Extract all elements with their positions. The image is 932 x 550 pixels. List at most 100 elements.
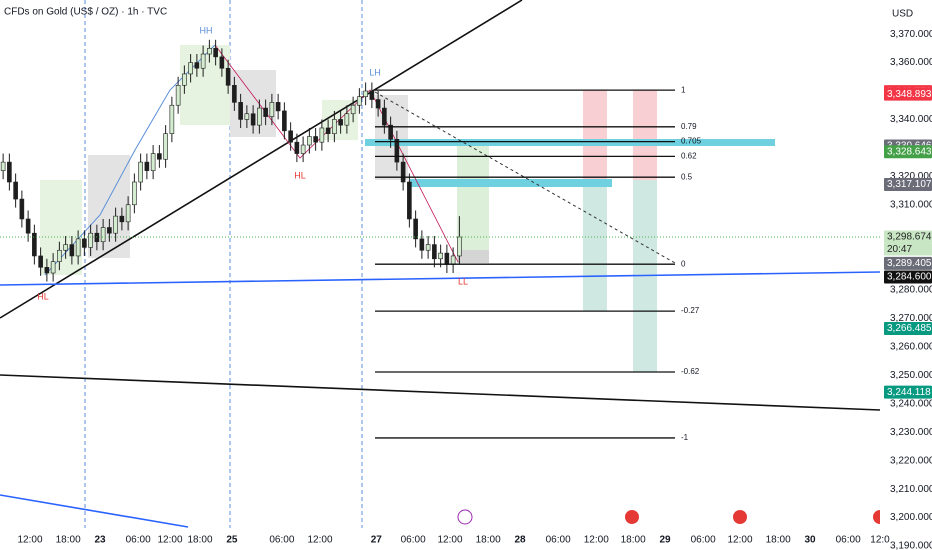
trendline: [0, 374, 880, 411]
candle-body: [319, 127, 325, 143]
trendline: [0, 494, 189, 528]
annotation: HH: [200, 25, 213, 35]
price-tag: [884, 322, 932, 336]
countdown: 20:47: [887, 244, 912, 255]
candle-body: [182, 73, 187, 86]
candle-body: [275, 102, 281, 112]
plot: [0, 39, 880, 439]
event-icon: [625, 510, 639, 524]
candle-body: [394, 139, 400, 163]
candle-body: [88, 232, 93, 248]
price-tag: [884, 385, 932, 399]
y-tick-label: 3,190.000: [890, 541, 932, 550]
candle-body: [63, 244, 68, 251]
candle-body: [419, 238, 425, 251]
price-tag-label: 3,244.118: [887, 387, 931, 398]
level-band: [410, 179, 612, 187]
x-tick-label: 12:0: [870, 535, 890, 546]
candle-body: [257, 107, 262, 126]
price-tag: [884, 87, 932, 101]
fib-label: -0.27: [681, 306, 700, 315]
candle-body: [294, 141, 300, 154]
y-tick-label: 3,250.000: [890, 370, 932, 381]
fib-label: 0.79: [681, 122, 697, 131]
price-tag-label: 3,289.405: [887, 258, 932, 269]
candle-body: [44, 267, 50, 274]
fib-label: 0.5: [681, 172, 693, 181]
candle-body: [50, 261, 56, 274]
candle-body: [375, 99, 381, 109]
candle-body: [150, 153, 156, 171]
candle-body: [32, 232, 37, 257]
candle-body: [125, 204, 131, 223]
candle-body: [107, 227, 112, 234]
x-tick-label: 28: [514, 535, 526, 546]
annotation: HL: [37, 291, 49, 301]
candle-body: [175, 85, 181, 106]
x-tick-label: 18:00: [476, 535, 501, 546]
y-tick-label: 3,210.000: [890, 484, 932, 495]
trendline: [0, 271, 880, 286]
chart-title: CFDs on Gold (US$ / OZ) · 1h · TVC: [4, 7, 167, 18]
fib-label: 0.705: [681, 137, 702, 146]
candle-body: [225, 67, 231, 86]
x-tick-label: 12:00: [584, 535, 609, 546]
annotation: LL: [458, 276, 468, 286]
price-tag-label: 3,348.893: [887, 89, 932, 100]
event-icon: [733, 510, 747, 524]
y-tick-label: 3,360.000: [890, 57, 932, 68]
candle-body: [432, 244, 437, 260]
candle-body: [194, 62, 200, 69]
x-tick-label: 27: [371, 535, 383, 546]
price-tag: [884, 270, 932, 284]
event-icon: [457, 509, 473, 525]
candle-body: [200, 53, 206, 69]
price-tag: [884, 178, 932, 192]
y-tick-label: 3,230.000: [890, 427, 932, 438]
price-tag-label: 3,298.674: [887, 232, 932, 243]
fib-label: -1: [681, 433, 689, 442]
candle-body: [450, 255, 456, 265]
candle-body: [369, 90, 375, 100]
x-tick-label: 12:00: [17, 535, 42, 546]
price-tag: [884, 145, 932, 159]
price-tag-label: 3,328.643: [887, 146, 932, 157]
candle-body: [425, 244, 431, 251]
fib-label: 0.62: [681, 152, 697, 161]
candle-body: [138, 161, 143, 183]
x-tick-label: 06:00: [836, 535, 861, 546]
x-tick-label: 18:00: [621, 535, 646, 546]
x-tick-label: 12:00: [437, 535, 462, 546]
y-tick-label: 3,220.000: [890, 455, 932, 466]
price-tag-label: 3,266.485: [887, 323, 932, 334]
candle-body: [413, 218, 418, 240]
candle-body: [213, 48, 218, 58]
candle-body: [350, 104, 356, 115]
x-tick-label: 12:00: [307, 535, 332, 546]
fib-label: 1: [681, 85, 686, 94]
candle-body: [338, 119, 343, 126]
candle-body: [144, 161, 150, 171]
y-tick-label: 3,240.000: [890, 398, 932, 409]
y-tick-label: 3,340.000: [890, 114, 932, 125]
x-tick-label: 06:00: [546, 535, 571, 546]
currency: USD: [892, 9, 913, 20]
candle-body: [19, 198, 25, 220]
candle-body: [244, 113, 250, 120]
candle-body: [75, 238, 81, 257]
fib-label: -0.62: [681, 367, 700, 376]
x-tick-label: 12:00: [157, 535, 182, 546]
candle-body: [38, 255, 43, 268]
candle-body: [382, 107, 387, 126]
y-tick-label: 3,270.000: [890, 313, 932, 324]
y-tick-label: 3,310.000: [890, 199, 932, 210]
event-icon: [873, 510, 880, 524]
fib-label: 0: [681, 259, 686, 268]
candle-body: [13, 181, 18, 200]
candle-body: [7, 161, 12, 183]
price-tag-label: 3,284.600: [887, 272, 932, 283]
candle-body: [219, 56, 225, 69]
price-tag: [884, 256, 932, 270]
x-tick-label: 06:00: [401, 535, 426, 546]
